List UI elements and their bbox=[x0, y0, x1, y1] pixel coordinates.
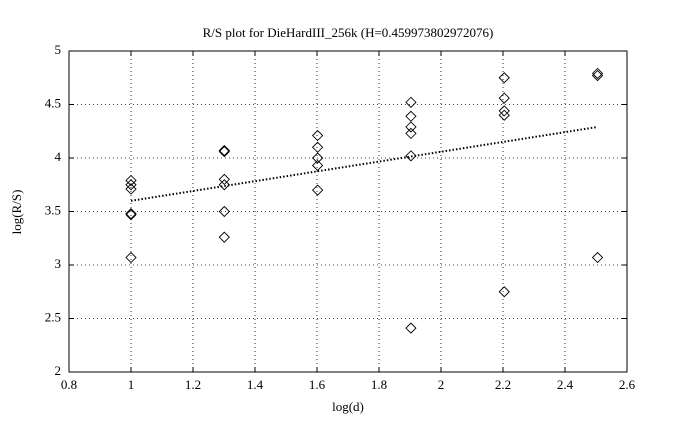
x-tick-label: 2.4 bbox=[557, 377, 574, 392]
x-tick-label: 1.4 bbox=[247, 377, 264, 392]
y-tick-label: 5 bbox=[55, 42, 62, 57]
point bbox=[591, 67, 604, 80]
y-tick-label: 2 bbox=[55, 363, 62, 378]
y-tick-label: 4 bbox=[55, 149, 62, 164]
point bbox=[311, 152, 324, 164]
point bbox=[218, 231, 230, 243]
y-axis-label: log(R/S) bbox=[9, 190, 24, 235]
point bbox=[125, 174, 137, 187]
point bbox=[218, 144, 230, 157]
point bbox=[405, 150, 417, 162]
y-tick-label: 3.5 bbox=[45, 202, 61, 217]
point bbox=[405, 322, 417, 334]
point bbox=[498, 109, 510, 121]
x-tick-label: 0.8 bbox=[61, 377, 77, 392]
x-tick-label: 2.2 bbox=[495, 377, 511, 392]
point bbox=[498, 72, 510, 84]
point bbox=[218, 145, 230, 158]
point bbox=[125, 208, 137, 220]
point bbox=[125, 179, 137, 191]
point bbox=[498, 105, 510, 117]
plot-frame bbox=[68, 50, 628, 373]
point bbox=[405, 127, 417, 140]
point bbox=[591, 69, 604, 82]
point bbox=[218, 205, 230, 218]
x-tick-label: 2.6 bbox=[619, 377, 636, 392]
point bbox=[125, 183, 137, 195]
point bbox=[125, 209, 137, 221]
point bbox=[405, 96, 417, 108]
point bbox=[218, 173, 230, 186]
x-tick-label: 1.2 bbox=[185, 377, 201, 392]
x-tick-label: 1.8 bbox=[371, 377, 387, 392]
point bbox=[125, 251, 137, 264]
point bbox=[311, 184, 324, 196]
x-axis-label: log(d) bbox=[332, 399, 364, 414]
x-tick-label: 1 bbox=[128, 377, 135, 392]
point bbox=[311, 141, 324, 153]
x-tick-label: 2 bbox=[438, 377, 445, 392]
y-tick-label: 2.5 bbox=[45, 309, 61, 324]
point bbox=[498, 286, 510, 298]
chart-title: R/S plot for DieHardIII_256k (H=0.459973… bbox=[203, 25, 494, 40]
point bbox=[218, 179, 230, 191]
point bbox=[591, 251, 604, 264]
point bbox=[405, 110, 417, 122]
point bbox=[311, 129, 324, 142]
point bbox=[498, 92, 510, 104]
point bbox=[405, 121, 417, 133]
y-tick-label: 4.5 bbox=[45, 95, 61, 110]
y-tick-label: 3 bbox=[55, 256, 62, 271]
x-tick-label: 1.6 bbox=[309, 377, 326, 392]
